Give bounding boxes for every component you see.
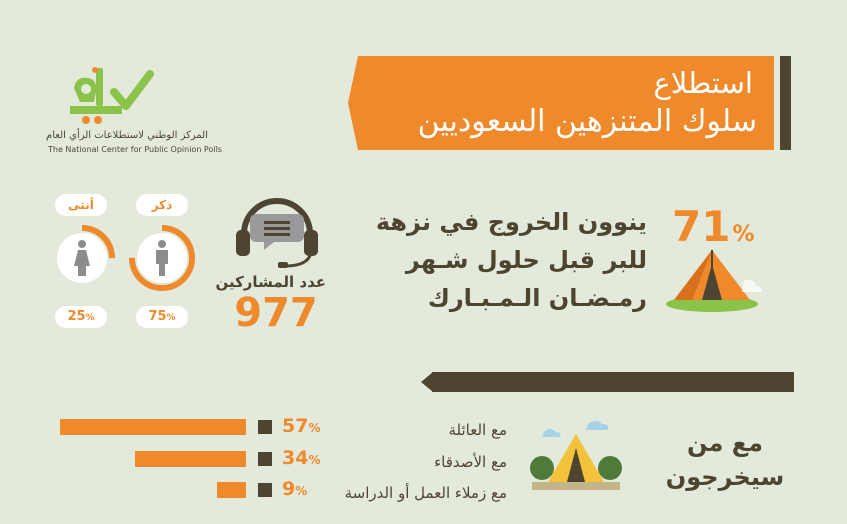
title-banner <box>348 56 774 150</box>
tent-icon <box>666 250 762 312</box>
female-progress-ring <box>49 225 115 291</box>
bar-marker-friends <box>258 452 272 466</box>
title-banner-accent <box>780 56 791 150</box>
male-icon <box>156 240 168 276</box>
logo-name-english: The National Center for Public Opinion P… <box>48 145 222 154</box>
logo-mark-icon <box>70 67 154 124</box>
companions-label-family: مع العائلة <box>448 421 507 439</box>
headline-percent: 71% <box>672 202 755 251</box>
page-title-line1: استطلاع <box>653 66 753 100</box>
companions-percent-friends: 34% <box>282 447 321 469</box>
companions-bar-colleagues <box>217 482 246 498</box>
companions-bar-friends <box>135 451 246 467</box>
headset-chat-icon <box>236 198 318 268</box>
divider-arrowhead <box>421 372 433 392</box>
participants-label: عدد المشاركين <box>215 273 326 291</box>
companions-label-friends: مع الأصدقاء <box>434 453 507 471</box>
bar-marker-family <box>258 420 272 434</box>
bar-marker-colleagues <box>258 483 272 497</box>
companions-title: مع من سيخرجون <box>665 429 785 491</box>
companions-percent-colleagues: 9% <box>282 478 308 500</box>
tent-campsite-icon <box>530 421 622 490</box>
companions-bar-family <box>60 419 246 435</box>
companions-percent-family: 57% <box>282 415 321 437</box>
headline-text-line2: للبر قبل حلول شـهر <box>405 246 647 274</box>
section-divider <box>432 372 794 392</box>
page-title-line2: سلوك المتنزهين السعوديين <box>417 104 757 139</box>
gender-percent-female: 25% <box>55 306 107 328</box>
gender-percent-male: 75% <box>136 306 188 328</box>
gender-label-male: ذكر <box>136 194 188 216</box>
male-progress-ring <box>129 225 195 291</box>
participants-count: 977 <box>234 290 318 336</box>
headline-text-line3: رمـضـان الـمـبـارك <box>427 284 647 312</box>
female-icon <box>74 240 90 276</box>
gender-label-female: أنثى <box>55 194 107 216</box>
logo-name-arabic: المركز الوطني لاستطلاعات الرأي العام <box>46 130 208 141</box>
headline-text-line1: ينوون الخروج في نزهة <box>375 208 647 236</box>
companions-label-colleagues: مع زملاء العمل أو الدراسة <box>344 484 507 502</box>
